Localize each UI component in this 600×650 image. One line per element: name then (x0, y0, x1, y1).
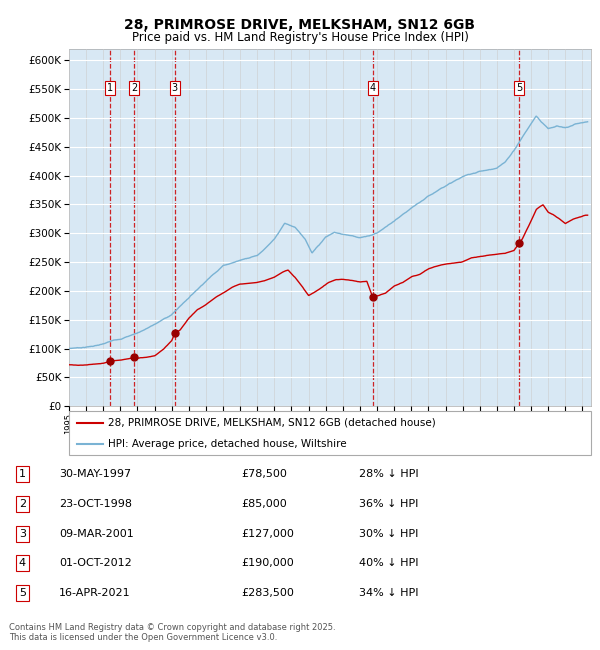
Text: 1: 1 (107, 83, 113, 93)
Text: 28, PRIMROSE DRIVE, MELKSHAM, SN12 6GB: 28, PRIMROSE DRIVE, MELKSHAM, SN12 6GB (125, 18, 476, 32)
Text: 28% ↓ HPI: 28% ↓ HPI (359, 469, 418, 479)
Text: 2: 2 (131, 83, 137, 93)
Text: 2: 2 (19, 499, 26, 509)
Text: 30-MAY-1997: 30-MAY-1997 (59, 469, 131, 479)
Text: 4: 4 (370, 83, 376, 93)
Text: 09-MAR-2001: 09-MAR-2001 (59, 528, 134, 539)
Text: 3: 3 (19, 528, 26, 539)
Text: 1: 1 (19, 469, 26, 479)
Text: 5: 5 (516, 83, 522, 93)
Text: 16-APR-2021: 16-APR-2021 (59, 588, 131, 598)
Text: 5: 5 (19, 588, 26, 598)
Text: £283,500: £283,500 (241, 588, 294, 598)
Text: 36% ↓ HPI: 36% ↓ HPI (359, 499, 418, 509)
Text: HPI: Average price, detached house, Wiltshire: HPI: Average price, detached house, Wilt… (108, 439, 347, 449)
Text: 40% ↓ HPI: 40% ↓ HPI (359, 558, 418, 568)
Text: 01-OCT-2012: 01-OCT-2012 (59, 558, 131, 568)
Text: 4: 4 (19, 558, 26, 568)
Text: 34% ↓ HPI: 34% ↓ HPI (359, 588, 418, 598)
Text: £85,000: £85,000 (241, 499, 287, 509)
Text: Contains HM Land Registry data © Crown copyright and database right 2025.
This d: Contains HM Land Registry data © Crown c… (9, 623, 335, 642)
Text: £190,000: £190,000 (241, 558, 294, 568)
Text: £78,500: £78,500 (241, 469, 287, 479)
Text: 30% ↓ HPI: 30% ↓ HPI (359, 528, 418, 539)
Text: 28, PRIMROSE DRIVE, MELKSHAM, SN12 6GB (detached house): 28, PRIMROSE DRIVE, MELKSHAM, SN12 6GB (… (108, 418, 436, 428)
Text: Price paid vs. HM Land Registry's House Price Index (HPI): Price paid vs. HM Land Registry's House … (131, 31, 469, 44)
Text: £127,000: £127,000 (241, 528, 294, 539)
Text: 23-OCT-1998: 23-OCT-1998 (59, 499, 132, 509)
Text: 3: 3 (172, 83, 178, 93)
